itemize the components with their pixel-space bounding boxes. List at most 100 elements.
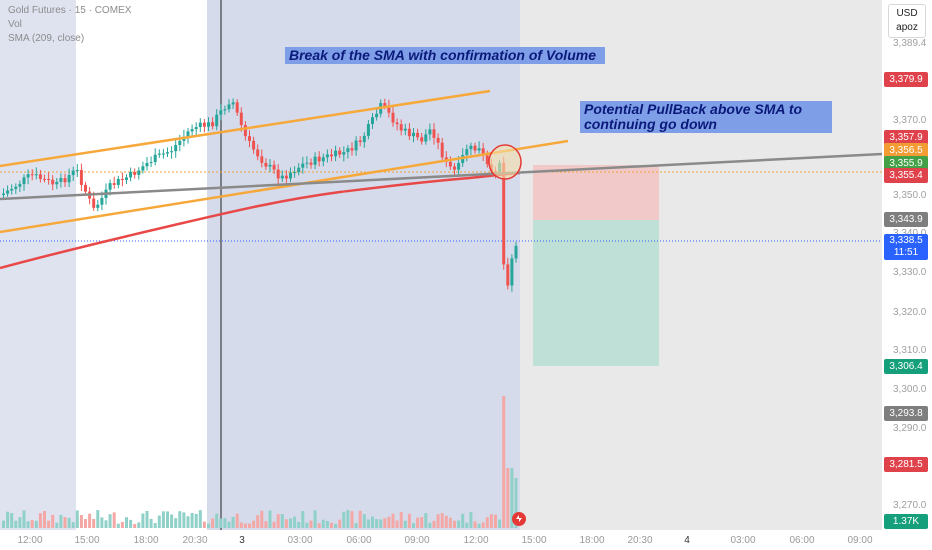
volume-bar: [38, 513, 42, 528]
volume-bar: [309, 520, 313, 528]
volume-bar: [506, 468, 510, 528]
candle-body: [116, 178, 120, 185]
volume-bar: [469, 511, 473, 528]
volume-bar: [481, 522, 485, 528]
volume-bar: [420, 517, 424, 528]
candle-body: [510, 258, 514, 286]
candle-body: [108, 183, 112, 190]
volume-bar: [407, 513, 411, 528]
price-label: 3,355.4: [884, 168, 928, 183]
annotation-pullback[interactable]: Potential PullBack above SMA to continui…: [580, 101, 832, 133]
volume-bar: [79, 515, 83, 528]
channel-upper-line[interactable]: [0, 89, 491, 168]
candle-body: [43, 178, 46, 180]
candle-body: [305, 162, 309, 164]
time-axis[interactable]: [0, 530, 882, 550]
sma-line[interactable]: [0, 171, 521, 270]
candle-body: [448, 161, 452, 167]
candle-body: [129, 171, 133, 178]
volume-bar: [194, 513, 198, 528]
candle-body: [227, 104, 231, 110]
volume-bar: [231, 516, 235, 528]
candle-body: [428, 129, 432, 135]
pullback-circle[interactable]: [488, 144, 522, 180]
price-label: 3,306.4: [884, 359, 928, 374]
candle-body: [47, 179, 51, 181]
price-tick: 3,290.0: [893, 423, 927, 434]
volume-bar: [248, 523, 251, 528]
volume-bar: [88, 513, 92, 528]
candle-body: [223, 109, 227, 111]
volume-bar: [227, 521, 231, 528]
volume-bar: [129, 519, 133, 528]
volume-bar: [448, 517, 452, 528]
candle-body: [51, 179, 55, 185]
candle-body: [362, 135, 366, 143]
volume-bar: [284, 519, 288, 528]
volume-bar: [383, 518, 387, 528]
take-profit-zone[interactable]: [533, 220, 659, 366]
candle-body: [149, 162, 153, 164]
candle-body: [34, 174, 38, 176]
volume-bar: [489, 514, 493, 528]
candle-body: [75, 170, 79, 172]
candle-body: [436, 137, 440, 143]
candle-body: [63, 178, 67, 183]
candle-body: [194, 127, 198, 130]
time-tick: 20:30: [627, 535, 653, 546]
volume-bar: [6, 511, 10, 528]
candle-body: [252, 140, 256, 150]
volume-bar: [395, 520, 399, 528]
volume-bar: [342, 511, 346, 528]
volume-bar: [211, 518, 215, 528]
candle-body: [424, 134, 428, 142]
time-tick: 18:00: [133, 535, 159, 546]
candle-body: [84, 184, 87, 192]
price-tick: 3,270.0: [893, 500, 927, 511]
volume-bar: [457, 520, 461, 528]
time-tick: 12:00: [17, 535, 43, 546]
candle-body: [59, 178, 63, 182]
candle-body: [96, 204, 100, 208]
symbol-label[interactable]: Gold Futures · 15 · COMEX: [8, 5, 132, 16]
volume-bar: [477, 523, 481, 528]
candle-body: [141, 166, 145, 171]
channel-lower-line[interactable]: [0, 139, 569, 234]
volume-bar: [346, 510, 350, 528]
time-tick: 15:00: [74, 535, 100, 546]
volume-bar: [366, 519, 370, 528]
volume-bar: [34, 520, 38, 528]
volume-bar: [424, 512, 428, 528]
price-label: 3,281.5: [884, 457, 928, 472]
price-label: 3,356.5: [884, 143, 928, 158]
volume-bar: [198, 510, 202, 528]
candle-body: [153, 154, 157, 163]
candle-body: [235, 102, 239, 113]
currency-label: USD: [896, 8, 918, 19]
candle-body: [502, 162, 506, 265]
time-tick: 12:00: [463, 535, 489, 546]
volume-bars: [2, 396, 518, 528]
candle-body: [297, 167, 301, 173]
volume-bar: [112, 512, 116, 528]
candle-body: [334, 150, 338, 157]
time-tick: 03:00: [730, 535, 756, 546]
time-tick: 09:00: [404, 535, 430, 546]
candle-body: [178, 140, 182, 146]
sma-label[interactable]: SMA (209, close): [8, 33, 85, 44]
vol-label[interactable]: Vol: [8, 19, 22, 30]
annotation-sma-break[interactable]: Break of the SMA with confirmation of Vo…: [285, 47, 605, 64]
support-trendline[interactable]: [0, 152, 883, 201]
candle-body: [514, 245, 518, 259]
volume-bar: [293, 516, 297, 528]
volume-bar: [43, 511, 46, 528]
volume-bar: [215, 513, 219, 528]
candle-body: [342, 152, 346, 155]
volume-bar: [63, 517, 67, 528]
currency-selector[interactable]: USD apoz: [888, 4, 926, 38]
stop-loss-zone[interactable]: [533, 165, 659, 220]
volume-bar: [334, 523, 338, 528]
time-tick: 09:00: [847, 535, 873, 546]
candle-body: [338, 150, 342, 155]
